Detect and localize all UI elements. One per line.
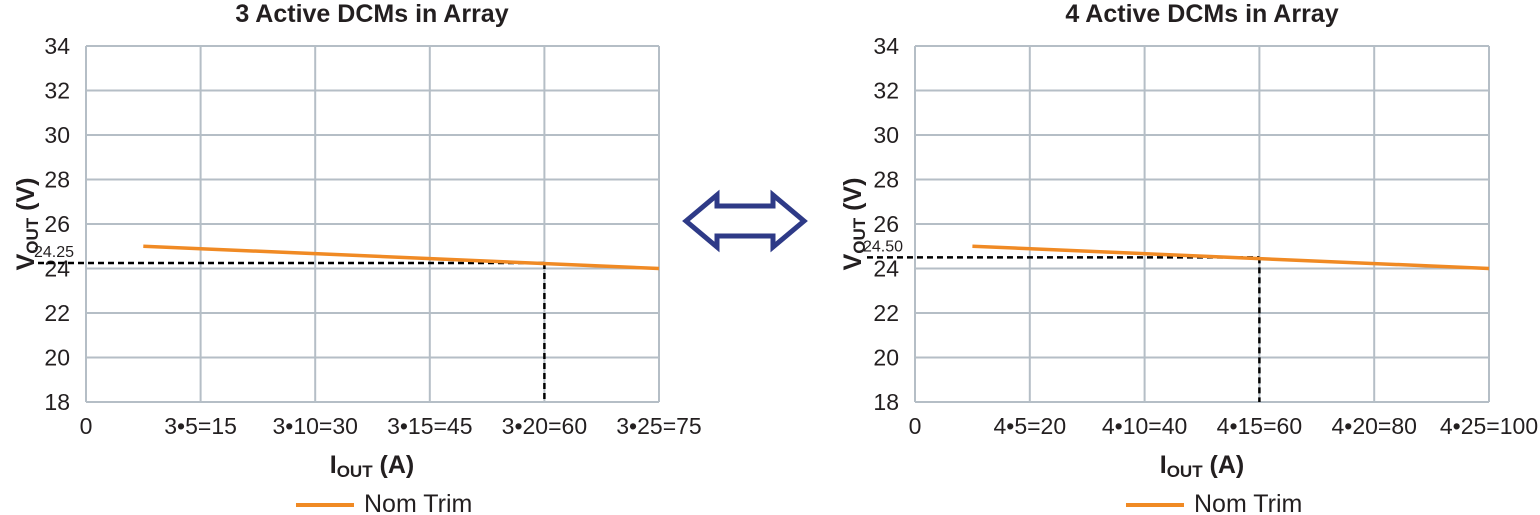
x-tick-label: 3•15=45	[387, 413, 472, 439]
series-line-nom-trim	[972, 244, 1490, 271]
chart-3-dcms: 3 Active DCMs in Array 18 20 22 24 26 28 30 32 34…	[12, 0, 702, 515]
y-tick-label: 22	[44, 300, 70, 326]
x-tick-label: 3•20=60	[502, 413, 587, 439]
y-tick-label: 20	[873, 345, 899, 371]
x-tick-label: 0	[909, 413, 922, 439]
y-tick-label: 18	[44, 389, 70, 415]
x-tick-label: 3•25=75	[616, 413, 701, 439]
x-tick-label: 4•5=20	[993, 413, 1066, 439]
legend-label-nom-trim: Nom Trim	[364, 490, 472, 515]
y-tick-label: 34	[44, 33, 70, 59]
chart-4-dcms: 4 Active DCMs in Array 18 20 22 24 26 28 30 32 34…	[839, 0, 1538, 515]
legend-label-nom-trim: Nom Trim	[1194, 490, 1302, 515]
y-axis-label: VOUT (V)	[839, 178, 869, 271]
y-tick-label: 26	[873, 211, 899, 237]
x-tick-label: 0	[80, 413, 93, 439]
y-tick-label: 20	[44, 345, 70, 371]
x-tick-label: 3•5=15	[164, 413, 237, 439]
x-tick-label: 3•10=30	[272, 413, 357, 439]
x-tick-label: 4•15=60	[1217, 413, 1302, 439]
y-tick-label: 28	[44, 167, 70, 193]
y-tick-label: 24	[44, 256, 70, 282]
y-tick-label: 18	[873, 389, 899, 415]
reference-value-label: 24.50	[863, 238, 903, 255]
y-tick-label: 30	[873, 122, 899, 148]
double-headed-arrow-icon	[682, 189, 808, 253]
chart-title: 3 Active DCMs in Array	[235, 0, 508, 28]
reference-value-label: 24.25	[34, 244, 74, 261]
x-tick-label: 4•20=80	[1331, 413, 1416, 439]
x-axis-label: IOUT (A)	[330, 451, 415, 481]
x-axis-label: IOUT (A)	[1160, 451, 1245, 481]
y-tick-label: 30	[44, 122, 70, 148]
series-line-nom-trim	[143, 244, 660, 271]
y-tick-label: 26	[44, 211, 70, 237]
y-tick-label: 28	[873, 167, 899, 193]
x-tick-label: 4•10=40	[1102, 413, 1187, 439]
chart-title: 4 Active DCMs in Array	[1065, 0, 1338, 28]
y-tick-label: 34	[873, 33, 899, 59]
x-tick-label: 4•25=100	[1440, 413, 1538, 439]
y-tick-label: 24	[873, 256, 899, 282]
y-tick-label: 32	[44, 78, 70, 104]
y-tick-label: 32	[873, 78, 899, 104]
y-tick-label: 22	[873, 300, 899, 326]
y-axis-label: VOUT (V)	[12, 178, 42, 271]
